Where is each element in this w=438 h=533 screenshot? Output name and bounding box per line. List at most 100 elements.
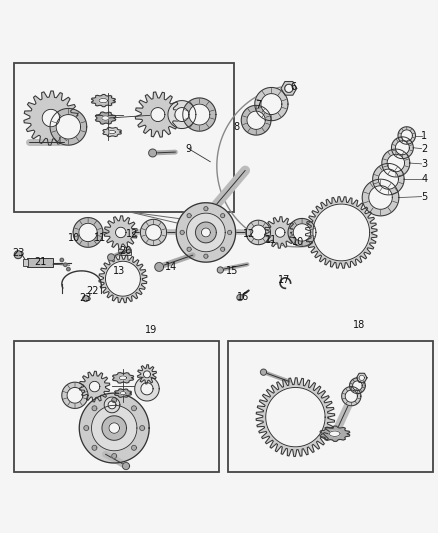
Polygon shape [320, 426, 350, 441]
Polygon shape [103, 127, 121, 136]
Polygon shape [168, 101, 196, 128]
Polygon shape [204, 254, 208, 259]
Text: 11: 11 [265, 235, 278, 245]
Polygon shape [120, 392, 126, 394]
Polygon shape [256, 378, 335, 456]
Polygon shape [24, 91, 78, 145]
Text: 11: 11 [94, 233, 106, 243]
Polygon shape [187, 214, 191, 217]
Polygon shape [104, 216, 137, 249]
Polygon shape [382, 149, 410, 177]
Polygon shape [175, 108, 189, 122]
Polygon shape [329, 431, 340, 437]
Polygon shape [183, 98, 216, 131]
Text: 21: 21 [34, 257, 46, 267]
Polygon shape [92, 94, 115, 107]
Text: 3: 3 [421, 159, 427, 169]
Text: 9: 9 [185, 143, 191, 154]
Polygon shape [369, 185, 392, 209]
Polygon shape [146, 224, 161, 240]
Text: 2: 2 [421, 143, 427, 154]
Text: 23: 23 [80, 293, 92, 303]
Polygon shape [285, 84, 293, 92]
Polygon shape [92, 405, 137, 451]
Polygon shape [112, 454, 117, 458]
Text: 20: 20 [119, 246, 131, 256]
Text: 16: 16 [237, 292, 249, 302]
Polygon shape [392, 137, 413, 159]
Polygon shape [67, 268, 70, 271]
Text: 19: 19 [145, 325, 157, 335]
Polygon shape [131, 406, 136, 411]
Polygon shape [247, 111, 265, 130]
Polygon shape [266, 387, 325, 447]
Polygon shape [201, 228, 210, 237]
Polygon shape [102, 116, 109, 120]
Polygon shape [305, 197, 377, 268]
Polygon shape [60, 258, 64, 262]
Polygon shape [189, 104, 210, 125]
Polygon shape [102, 416, 127, 440]
Polygon shape [64, 263, 67, 266]
Polygon shape [251, 225, 266, 240]
Polygon shape [176, 203, 236, 262]
Polygon shape [141, 220, 166, 246]
Polygon shape [293, 224, 311, 241]
Text: 8: 8 [233, 122, 240, 132]
Polygon shape [140, 426, 145, 431]
Polygon shape [362, 179, 399, 216]
Polygon shape [112, 398, 117, 402]
Polygon shape [89, 381, 100, 392]
Polygon shape [261, 94, 282, 115]
Polygon shape [62, 382, 88, 408]
Polygon shape [357, 373, 367, 382]
Polygon shape [350, 378, 365, 393]
Polygon shape [255, 87, 288, 120]
Text: 12: 12 [126, 229, 138, 239]
Polygon shape [195, 222, 216, 243]
Polygon shape [342, 386, 361, 406]
Bar [27, 258, 53, 268]
Polygon shape [185, 222, 220, 239]
Polygon shape [196, 228, 208, 234]
Polygon shape [276, 228, 285, 237]
Polygon shape [221, 247, 225, 252]
Polygon shape [144, 371, 150, 378]
Polygon shape [396, 141, 410, 155]
Polygon shape [131, 446, 136, 450]
Polygon shape [109, 131, 115, 134]
Text: 22: 22 [86, 286, 99, 295]
Polygon shape [180, 230, 184, 235]
Polygon shape [228, 230, 232, 235]
Polygon shape [119, 376, 127, 379]
Polygon shape [345, 390, 357, 402]
Polygon shape [281, 82, 297, 95]
Polygon shape [221, 214, 225, 217]
Polygon shape [99, 255, 147, 303]
Polygon shape [288, 219, 316, 246]
Polygon shape [92, 406, 97, 411]
Polygon shape [261, 369, 267, 375]
Bar [22, 259, 28, 266]
Polygon shape [56, 115, 81, 139]
Text: 18: 18 [353, 320, 365, 330]
Polygon shape [95, 112, 116, 124]
Polygon shape [109, 423, 120, 433]
Polygon shape [113, 373, 134, 383]
Polygon shape [73, 217, 103, 247]
Polygon shape [99, 99, 108, 103]
Bar [228, 341, 433, 472]
Text: 10: 10 [68, 233, 80, 243]
Polygon shape [79, 223, 97, 241]
Text: 14: 14 [165, 262, 177, 271]
Text: 6: 6 [290, 83, 296, 93]
Text: 4: 4 [421, 174, 427, 184]
Polygon shape [149, 149, 156, 157]
Polygon shape [359, 375, 364, 381]
Polygon shape [378, 169, 399, 189]
Polygon shape [115, 389, 131, 397]
Polygon shape [123, 463, 130, 470]
Bar [14, 63, 234, 212]
Polygon shape [237, 294, 243, 301]
Polygon shape [285, 84, 293, 93]
